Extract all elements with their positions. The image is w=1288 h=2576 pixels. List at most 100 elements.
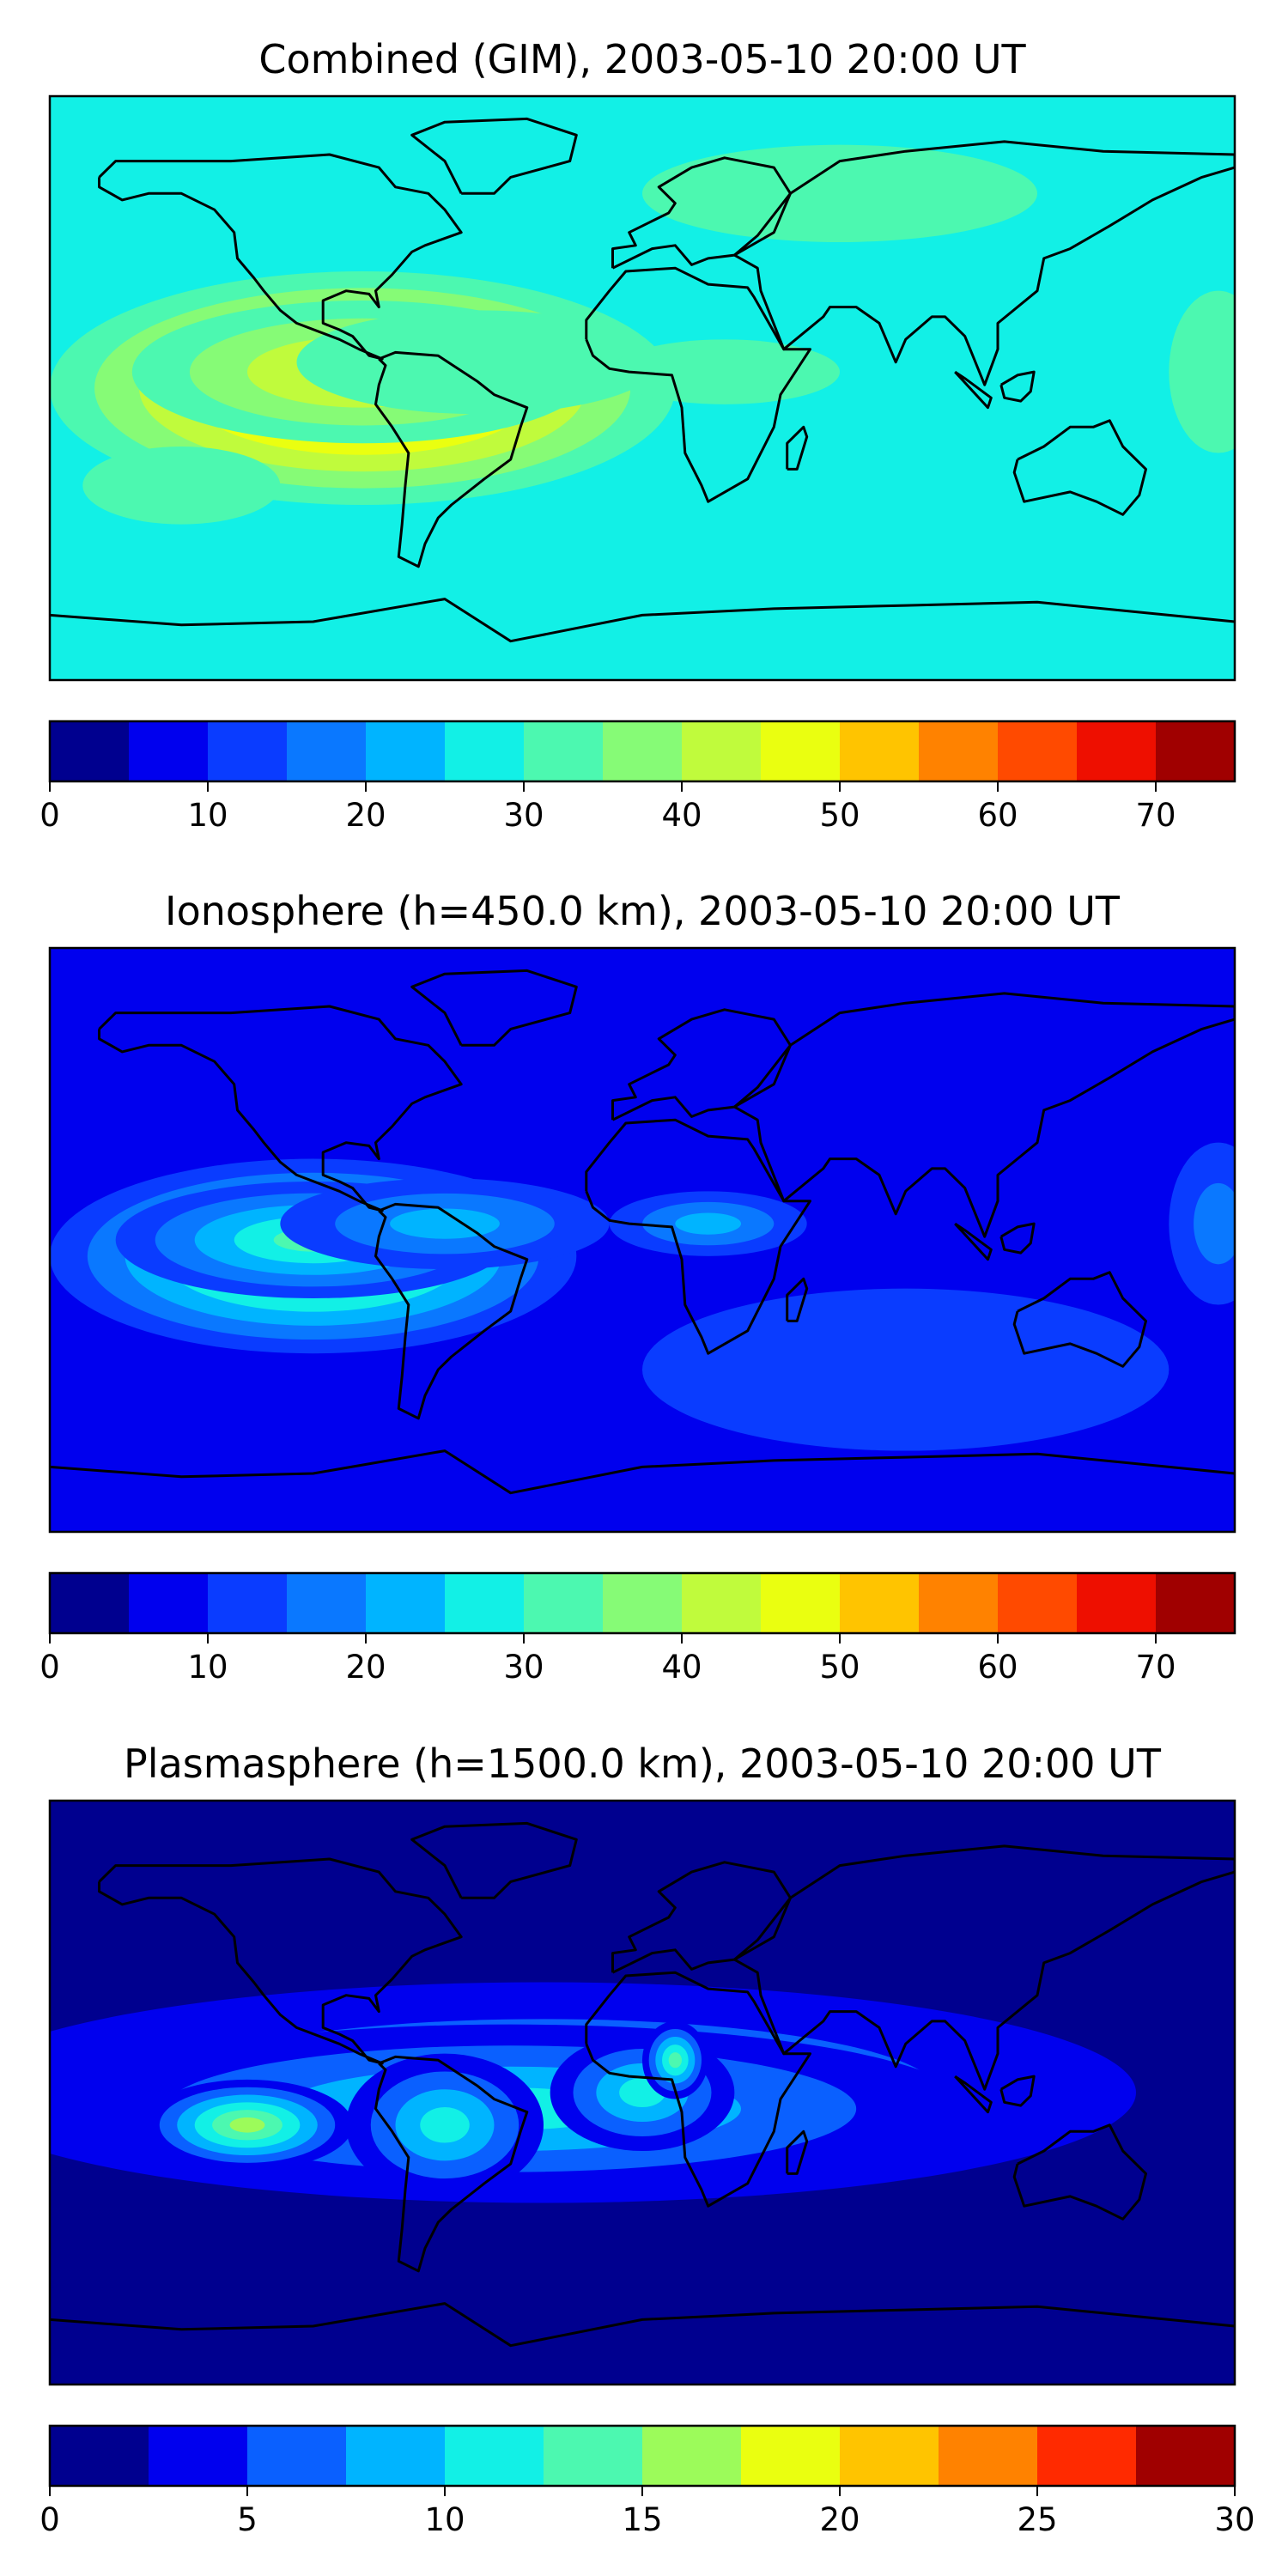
coastline-10 [999, 1222, 1036, 1255]
colorbar-tick-label: 70 [1135, 1649, 1176, 1686]
colorbar-segment [524, 721, 604, 781]
coastline-7 [1012, 2123, 1147, 2221]
coastline-10 [999, 370, 1036, 403]
coastline-4 [585, 1971, 811, 2208]
panel-1: Combined (GIM), 2003-05-10 20:00 UT 0 10 20… [39, 36, 1236, 834]
colorbar-tick-label: 0 [39, 1649, 60, 1686]
coastline-6 [733, 1844, 1235, 2091]
colorbar-segment [603, 721, 683, 781]
colorbar-segment [1077, 721, 1157, 781]
colorbar-segment [998, 1573, 1078, 1633]
map-frame [48, 94, 1236, 682]
map-frame [48, 946, 1236, 1534]
colorbar-tick-label: 10 [424, 2501, 465, 2538]
colorbar-segment [998, 721, 1078, 781]
panel-2-colorbar: 0 10 20 30 40 50 60 70 [39, 1571, 1236, 1686]
colorbar-tick-label: 25 [1017, 2501, 1057, 2538]
colorbar-segment [603, 1573, 683, 1633]
colorbar-segment [840, 1573, 920, 1633]
coastline-4 [585, 266, 811, 503]
colorbar-segment [761, 1573, 841, 1633]
colorbar-segment [50, 1573, 130, 1633]
colorbar-segment [1156, 1573, 1236, 1633]
contour-blob-4-level-4 [420, 2107, 470, 2143]
colorbar-segment [682, 721, 762, 781]
colorbar-segment [840, 2426, 939, 2486]
colorbar-segment [149, 2426, 248, 2486]
colorbar-tick-label: 60 [977, 1649, 1018, 1686]
colorbar-tick-label: 20 [345, 797, 386, 834]
colorbar-segment [287, 1573, 367, 1633]
colorbar-segment [129, 721, 209, 781]
coastline-5 [611, 1861, 792, 1974]
colorbar-segment [1077, 1573, 1157, 1633]
coastline-7 [1012, 419, 1147, 516]
panel-3-title: Plasmasphere (h=1500.0 km), 2003-05-10 2… [124, 1741, 1162, 1787]
coastline-11 [954, 1222, 993, 1261]
panel-2-map [50, 948, 1235, 1532]
coastline-8 [50, 598, 1235, 643]
panel-3: Plasmasphere (h=1500.0 km), 2003-05-10 2… [39, 1741, 1255, 2538]
panel-2-title: Ionosphere (h=450.0 km), 2003-05-10 20:0… [165, 888, 1121, 934]
colorbar-tick-label: 20 [819, 2501, 860, 2538]
colorbar-segment [939, 2426, 1038, 2486]
colorbar-segment [1156, 721, 1236, 781]
panel-1-title: Combined (GIM), 2003-05-10 20:00 UT [258, 36, 1026, 82]
colorbar-segment [1136, 2426, 1236, 2486]
coastline-6 [733, 992, 1235, 1238]
colorbar-tick-label: 70 [1135, 797, 1176, 834]
colorbar-segment [445, 2426, 544, 2486]
coastline-2 [410, 117, 578, 195]
colorbar-segment [741, 2426, 841, 2486]
contour-blob-4-level-6 [609, 339, 840, 404]
colorbar-tick-label: 50 [819, 1649, 860, 1686]
coastline-6 [733, 140, 1235, 386]
colorbar-frame [48, 1571, 1236, 1635]
colorbar-tick-label: 30 [503, 797, 544, 834]
colorbar-tick-label: 40 [661, 797, 702, 834]
coastline-2 [410, 1821, 578, 1899]
colorbar-tick-label: 50 [819, 797, 860, 834]
colorbar-segment [247, 2426, 347, 2486]
colorbar-frame [48, 720, 1236, 783]
colorbar-segment [366, 721, 446, 781]
coastline-10 [999, 2075, 1036, 2107]
colorbar-segment [287, 721, 367, 781]
coastline-2 [410, 969, 578, 1047]
panel-3-map [50, 1801, 1235, 2385]
panel-2: Ionosphere (h=450.0 km), 2003-05-10 20:0… [39, 888, 1236, 1686]
contour-blob-6-level-5 [668, 2052, 682, 2069]
coastline-3 [374, 2055, 529, 2273]
colorbar-segment [919, 721, 999, 781]
contour-blob-7-level-6 [82, 447, 281, 525]
coastline-9 [786, 1277, 809, 1322]
colorbar-tick-label: 0 [39, 797, 60, 834]
coastline-11 [954, 2075, 993, 2114]
colorbar-segment [346, 2426, 446, 2486]
colorbar-segment [919, 1573, 999, 1633]
colorbar-tick-label: 30 [1214, 2501, 1255, 2538]
colorbar-segment [524, 1573, 604, 1633]
colorbar-segment [366, 1573, 446, 1633]
colorbar-segment [208, 1573, 288, 1633]
contour-blob-3-level-6 [229, 2117, 265, 2133]
colorbar-tick-label: 15 [622, 2501, 662, 2538]
coastline-1 [98, 1005, 463, 1212]
colorbar-segment [761, 721, 841, 781]
contour-blob-5-level-6 [1169, 290, 1235, 453]
contour-blob-3-level-6 [296, 310, 659, 415]
coastline-9 [786, 425, 809, 471]
colorbar-tick-label: 5 [237, 2501, 258, 2538]
panel-1-colorbar: 0 10 20 30 40 50 60 70 [39, 720, 1236, 834]
contour-blob-6-level-2 [642, 1288, 1170, 1451]
colorbar-tick-label: 60 [977, 797, 1018, 834]
coastline-3 [374, 1202, 529, 1420]
colorbar-segment [50, 2426, 149, 2486]
colorbar-tick-label: 10 [187, 797, 228, 834]
colorbar-segment [445, 721, 525, 781]
coastline-7 [1012, 1271, 1147, 1368]
coastline-5 [611, 156, 792, 270]
colorbar-tick-label: 20 [345, 1649, 386, 1686]
